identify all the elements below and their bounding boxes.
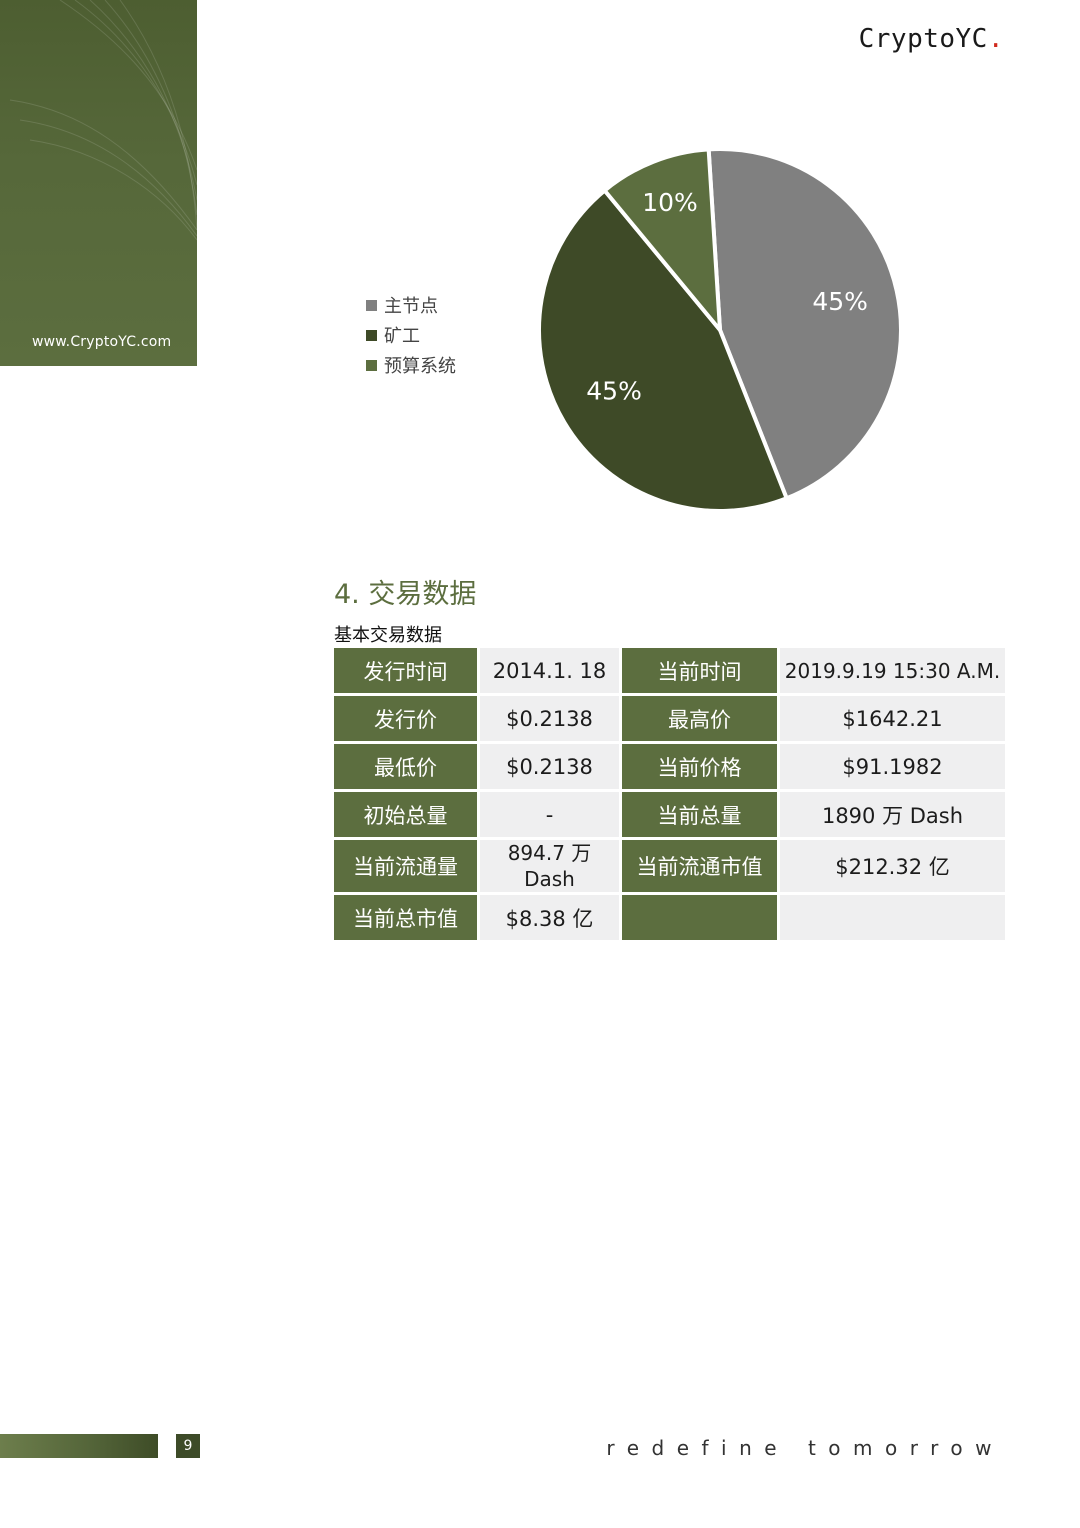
table-label-cell: 发行价 <box>334 696 477 741</box>
table-label-cell: 初始总量 <box>334 792 477 837</box>
pie-slice-1 <box>706 147 903 501</box>
pie-label-2: 45% <box>586 377 642 406</box>
table-value-cell: $1642.21 <box>780 696 1005 741</box>
table-value-cell: $0.2138 <box>480 696 619 741</box>
pie-chart: 45% 45% 10% <box>537 147 903 513</box>
table-label-cell: 最低价 <box>334 744 477 789</box>
table-value-cell: $8.38 亿 <box>480 895 619 940</box>
table-label-cell: 当前时间 <box>622 648 777 693</box>
table-value-cell: 2019.9.19 15:30 A.M. <box>780 648 1005 693</box>
legend-label: 矿工 <box>384 326 420 347</box>
table-value-cell: $91.1982 <box>780 744 1005 789</box>
section-title: 4. 交易数据 <box>334 579 477 610</box>
table-label-cell: 当前总市值 <box>334 895 477 940</box>
table-label-cell: 最高价 <box>622 696 777 741</box>
table-value-cell: 1890 万 Dash <box>780 792 1005 837</box>
website-url[interactable]: www.CryptoYC.com <box>32 334 172 350</box>
table-value-cell <box>780 895 1005 940</box>
page-number: 9 <box>176 1434 200 1458</box>
table-value-cell: $212.32 亿 <box>780 840 1005 892</box>
pie-slice-3 <box>602 147 722 332</box>
chart-legend: 主节点 矿工 预算系统 <box>366 290 456 380</box>
legend-swatch <box>366 299 377 311</box>
table-row: 最低价 $0.2138 当前价格 $91.1982 <box>334 744 1005 789</box>
legend-item: 矿工 <box>366 320 456 350</box>
table-label-cell: 发行时间 <box>334 648 477 693</box>
trading-data-table: 发行时间 2014.1. 18 当前时间 2019.9.19 15:30 A.M. 发行… <box>331 645 1008 943</box>
legend-item: 主节点 <box>366 290 456 320</box>
pie-slice-2 <box>537 188 789 513</box>
table-row: 发行价 $0.2138 最高价 $1642.21 <box>334 696 1005 741</box>
tagline: redefine tomorrow <box>606 1436 1004 1460</box>
table-label-cell: 当前价格 <box>622 744 777 789</box>
table-label-cell: 当前总量 <box>622 792 777 837</box>
table-row: 当前流通量 894.7 万 Dash 当前流通市值 $212.32 亿 <box>334 840 1005 892</box>
legend-label: 预算系统 <box>384 356 456 377</box>
table-row: 初始总量 - 当前总量 1890 万 Dash <box>334 792 1005 837</box>
table-label-cell: 当前流通量 <box>334 840 477 892</box>
brand-name: CryptoYC <box>858 24 988 54</box>
legend-swatch <box>366 359 377 371</box>
table-value-cell: $0.2138 <box>480 744 619 789</box>
legend-swatch <box>366 329 377 341</box>
table-row: 发行时间 2014.1. 18 当前时间 2019.9.19 15:30 A.M. <box>334 648 1005 693</box>
table-caption: 基本交易数据 <box>334 625 442 646</box>
footer-bar <box>0 1434 158 1458</box>
pie-label-1: 45% <box>812 287 868 316</box>
table-value-cell: 894.7 万 Dash <box>480 840 619 892</box>
decorative-curves <box>9 0 197 241</box>
brand-dot: . <box>987 24 1004 54</box>
legend-label: 主节点 <box>384 296 438 317</box>
table-value-cell: - <box>480 792 619 837</box>
table-label-cell: 当前流通市值 <box>622 840 777 892</box>
brand-logo: CryptoYC. <box>859 24 1004 54</box>
table-row: 当前总市值 $8.38 亿 <box>334 895 1005 940</box>
table-value-cell: 2014.1. 18 <box>480 648 619 693</box>
pie-label-3: 10% <box>642 188 698 217</box>
table-label-cell <box>622 895 777 940</box>
legend-item: 预算系统 <box>366 350 456 380</box>
side-panel: www.CryptoYC.com <box>0 0 197 366</box>
